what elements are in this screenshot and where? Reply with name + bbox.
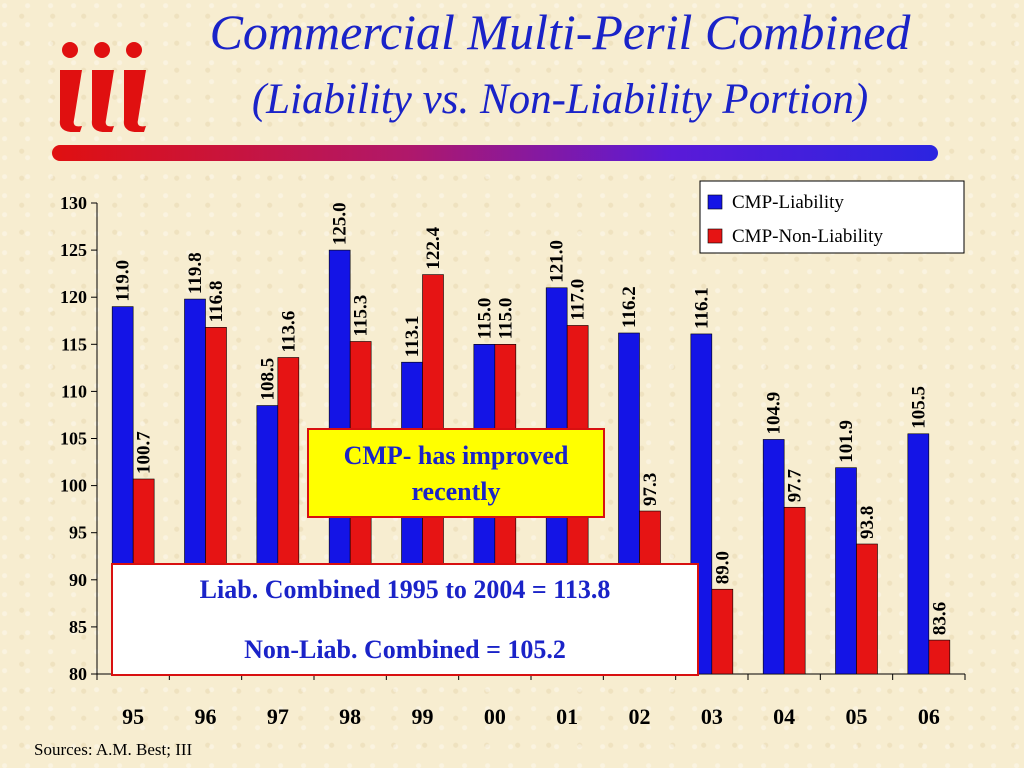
y-tick-label: 115: [61, 334, 87, 354]
non-liability-data-label: 122.4: [423, 226, 444, 269]
x-tick-label: 98: [339, 704, 361, 729]
y-tick-label: 110: [61, 381, 87, 401]
x-tick-label: 00: [484, 704, 506, 729]
y-tick-label: 90: [69, 570, 87, 590]
x-tick-label: 96: [195, 704, 217, 729]
x-tick-label: 95: [122, 704, 144, 729]
liability-bar: [762, 439, 785, 675]
non-liability-data-label: 83.6: [929, 602, 950, 635]
non-liability-bar: [856, 543, 878, 675]
liability-data-label: 105.5: [908, 386, 929, 429]
y-tick-label: 130: [60, 193, 87, 213]
y-tick-label: 85: [69, 617, 87, 637]
liability-data-label: 116.1: [691, 287, 712, 329]
legend-liability-label: CMP-Liability: [732, 192, 844, 213]
y-tick-label: 105: [60, 429, 87, 449]
x-tick-label: 03: [701, 704, 723, 729]
liability-data-label: 116.2: [619, 286, 640, 328]
non-liability-data-label: 116.8: [206, 281, 227, 323]
liability-data-label: 115.0: [474, 298, 495, 340]
x-tick-label: 97: [267, 704, 289, 729]
page-subtitle: (Liability vs. Non-Liability Portion): [251, 76, 869, 123]
title-underline-bar: [52, 145, 938, 161]
non-liability-data-label: 97.7: [785, 469, 806, 503]
liability-data-label: 104.9: [764, 392, 785, 435]
x-tick-label: 05: [846, 704, 868, 729]
liability-bar: [835, 467, 857, 675]
x-tick-label: 04: [773, 704, 795, 729]
non-liability-data-label: 113.6: [278, 311, 299, 353]
iii-logo: [52, 40, 152, 133]
y-tick-label: 125: [60, 240, 87, 260]
legend-liability-swatch: [707, 194, 723, 210]
legend: [699, 180, 965, 254]
liability-data-label: 119.8: [185, 252, 206, 294]
averages-callout: Liab. Combined 1995 to 2004 = 113.8 Non-…: [111, 563, 699, 676]
x-tick-label: 02: [629, 704, 651, 729]
non-liability-bar: [928, 639, 951, 675]
x-tick-label: 99: [412, 704, 434, 729]
y-tick-label: 80: [69, 664, 87, 684]
legend-non-liability-swatch: [707, 228, 723, 244]
non-liability-data-label: 93.8: [857, 506, 878, 539]
liability-data-label: 119.0: [113, 260, 134, 302]
non-liability-data-label: 115.0: [495, 298, 516, 340]
non-liability-bar: [783, 506, 806, 675]
non-liability-data-label: 117.0: [568, 279, 589, 321]
non-liability-data-label: 89.0: [712, 551, 733, 584]
y-tick-label: 95: [69, 523, 87, 543]
liability-data-label: 125.0: [330, 202, 351, 245]
liability-data-label: 108.5: [257, 358, 278, 401]
liability-average-text: Liab. Combined 1995 to 2004 = 113.8: [199, 575, 611, 604]
x-tick-label: 01: [556, 704, 578, 729]
non-liability-average-text: Non-Liab. Combined = 105.2: [244, 635, 566, 664]
y-tick-label: 100: [60, 476, 87, 496]
y-tick-label: 120: [60, 287, 87, 307]
non-liability-bar: [711, 588, 734, 675]
improved-callout: CMP- has improved recently: [307, 428, 605, 518]
liability-bar: [907, 433, 930, 675]
liability-data-label: 113.1: [402, 315, 423, 357]
source-note: Sources: A.M. Best; III: [34, 740, 193, 759]
non-liability-data-label: 97.3: [640, 473, 661, 506]
page-title: Commercial Multi-Peril Combined: [209, 4, 911, 60]
non-liability-data-label: 115.3: [351, 295, 372, 337]
liability-data-label: 121.0: [547, 240, 568, 283]
non-liability-data-label: 100.7: [134, 431, 155, 474]
x-tick-label: 06: [918, 704, 940, 729]
legend-non-liability-label: CMP-Non-Liability: [732, 226, 883, 247]
liability-data-label: 101.9: [836, 420, 857, 463]
